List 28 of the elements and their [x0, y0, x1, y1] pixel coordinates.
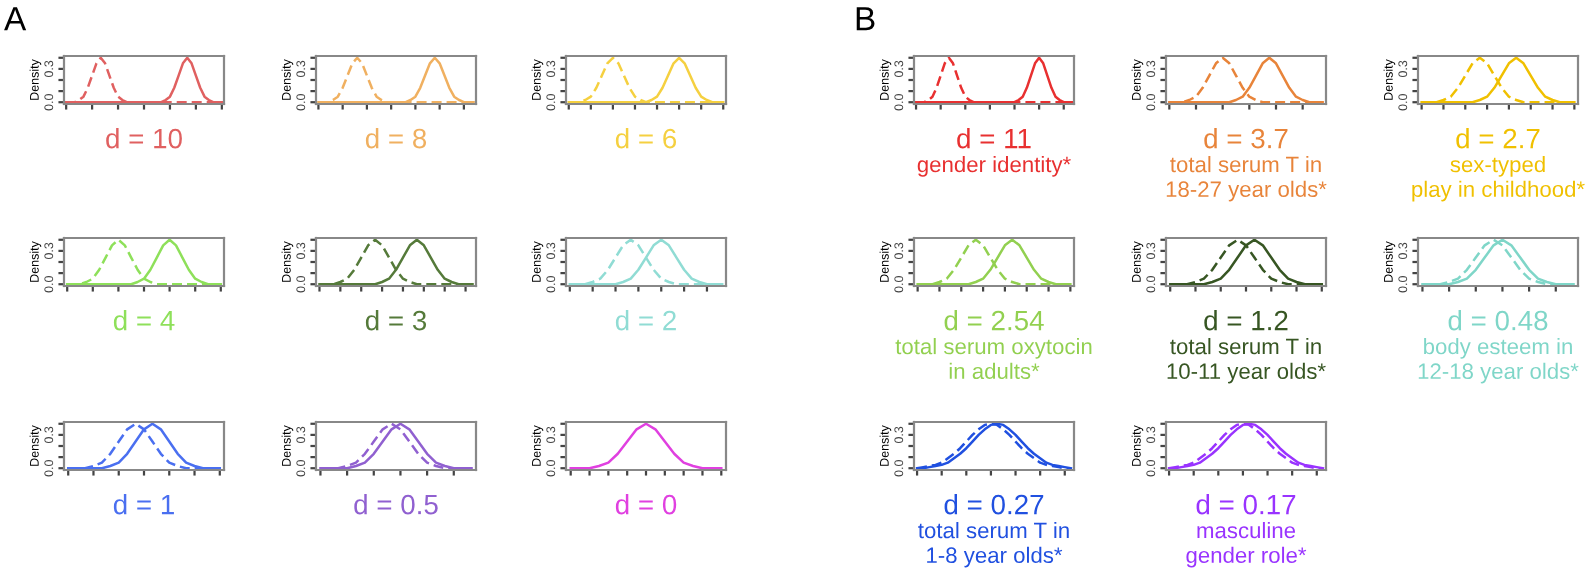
- text: d = 1.2: [1204, 310, 1288, 331]
- text: d = 0.17: [1196, 494, 1296, 515]
- text: A: [4, 7, 27, 31]
- text: body esteem in 12-18 year olds*: [1418, 338, 1579, 384]
- text: d = 0.5: [354, 494, 438, 515]
- text: d = 3: [365, 310, 427, 331]
- text: d = 2.7: [1456, 128, 1540, 149]
- text: d = 1: [113, 494, 174, 515]
- text: d = 2: [615, 310, 676, 331]
- text: B: [856, 7, 875, 31]
- text: masculine gender role*: [1186, 522, 1307, 568]
- text: d = 0.48: [1448, 310, 1548, 331]
- text: sex-typed play in childhood*: [1412, 156, 1585, 202]
- text: total serum T in 1-8 year olds*: [918, 522, 1069, 568]
- text: total serum T in 10-11 year olds*: [1167, 338, 1326, 384]
- text: d = 4: [113, 310, 175, 331]
- text: d = 0.27: [944, 494, 1044, 515]
- text: d = 0: [615, 494, 677, 515]
- text: d = 10: [106, 128, 182, 149]
- text: d = 11: [957, 128, 1031, 149]
- line-series: [569, 422, 723, 470]
- text: d = 6: [615, 128, 677, 149]
- text: d = 2.54: [944, 310, 1044, 331]
- text: gender identity*: [917, 156, 1071, 177]
- text: total serum oxytocin in adults*: [895, 338, 1092, 380]
- text: d = 8: [365, 128, 427, 149]
- text: total serum T in 18-27 year olds*: [1166, 156, 1327, 202]
- text: d = 3.7: [1204, 128, 1288, 149]
